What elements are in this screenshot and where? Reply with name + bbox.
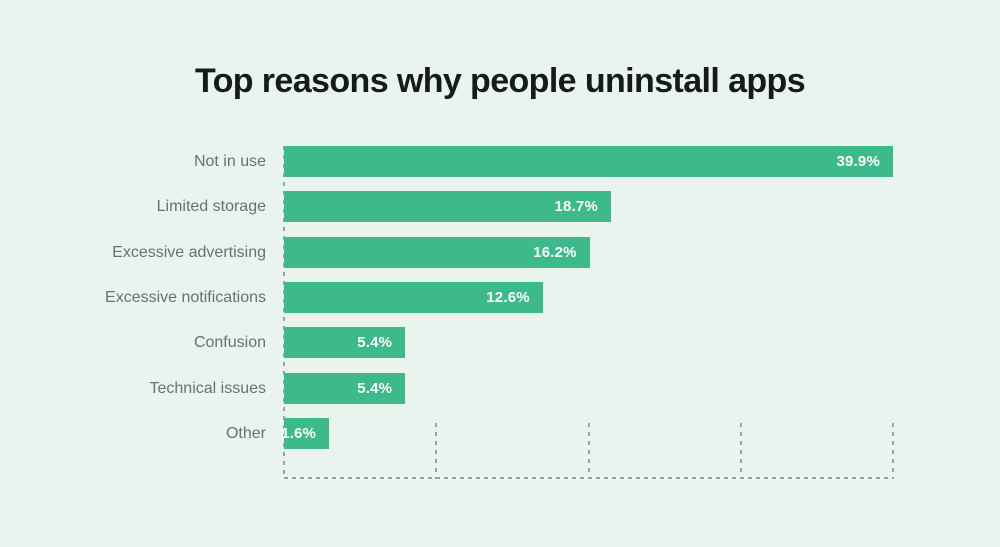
category-label: Technical issues	[149, 380, 267, 397]
category-label: Excessive notifications	[105, 289, 266, 306]
category-label: Confusion	[193, 334, 266, 351]
bar-value-label: 1.6%	[281, 425, 317, 442]
bar-technical-issues: 5.4%	[284, 373, 406, 404]
bar-value-label: 39.9%	[836, 153, 880, 170]
bar-value-label: 5.4%	[357, 334, 393, 351]
bar-not-in-use: 39.9%	[284, 146, 893, 177]
gridline-tick	[587, 423, 590, 479]
bar-confusion: 5.4%	[284, 327, 406, 358]
bar-excessive-advertising: 16.2%	[284, 237, 590, 268]
bar-excessive-notifications: 12.6%	[284, 282, 543, 313]
plot-area: 39.9% 18.7% 16.2% 12.6% 5.4% 5.4% 1.6%	[281, 146, 894, 479]
bar-value-label: 5.4%	[357, 380, 393, 397]
bar-value-label: 16.2%	[533, 244, 577, 261]
gridline-tick	[435, 423, 438, 479]
category-label: Not in use	[193, 153, 266, 170]
chart-title: Top reasons why people uninstall apps	[194, 62, 806, 100]
gridline-tick	[739, 423, 742, 479]
bar-limited-storage: 18.7%	[284, 191, 612, 222]
category-label: Other	[225, 425, 266, 442]
category-labels: Not in use Limited storage Excessive adver…	[0, 146, 266, 479]
gridline-tick	[892, 423, 894, 479]
bar-value-label: 12.6%	[486, 289, 530, 306]
category-label: Excessive advertising	[112, 244, 266, 261]
bar-other: 1.6%	[281, 418, 330, 449]
bar-value-label: 18.7%	[554, 198, 599, 215]
category-label: Limited storage	[156, 198, 266, 215]
